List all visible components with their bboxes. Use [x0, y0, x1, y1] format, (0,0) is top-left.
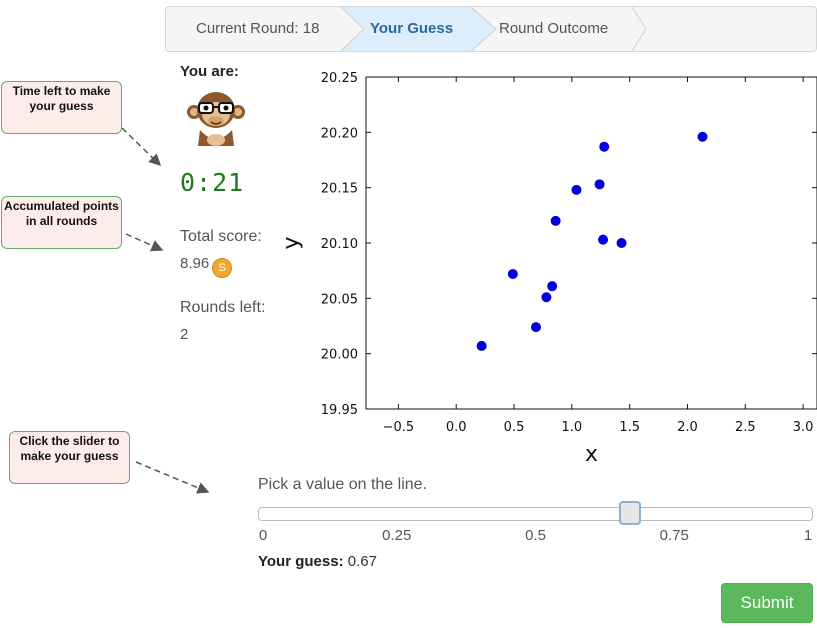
x-tick-label: −0.5: [383, 420, 415, 435]
breadcrumb-separator: [340, 7, 365, 51]
y-tick-label: 20.00: [321, 348, 358, 363]
x-tick-label: 2.5: [735, 420, 756, 435]
total-score: 8.96 S: [180, 255, 233, 278]
x-tick-label: 2.0: [677, 420, 698, 435]
x-axis-title: x: [585, 442, 598, 467]
data-point: [697, 131, 708, 142]
breadcrumb-your-guess: Your Guess: [370, 20, 454, 37]
your-guess: Your guess: 0.67: [258, 553, 377, 570]
breadcrumb-separator: [470, 7, 497, 51]
slider-tick-label: 0.75: [659, 527, 689, 544]
breadcrumb-arrows: [340, 7, 647, 51]
x-tick-label: 0.0: [446, 420, 467, 435]
data-point: [550, 215, 561, 226]
total-score-label: Total score:: [180, 228, 262, 245]
callout-slider-hint: Click the slider to make your guess: [9, 431, 130, 484]
slider-tick-label: 0: [258, 527, 268, 544]
data-point: [476, 340, 487, 351]
y-tick-label: 20.15: [321, 182, 358, 197]
slider-tick-label: 1: [803, 527, 813, 544]
data-point: [616, 238, 627, 248]
arrow-to-timer: [121, 127, 162, 167]
plot-frame: [365, 76, 817, 410]
y-tick-label: 20.25: [321, 71, 358, 86]
slider-tick-label: 0.25: [382, 527, 412, 544]
x-tick-label: 3.0: [793, 420, 814, 435]
y-tick-label: 20.10: [321, 237, 358, 252]
y-tick-label: 19.95: [321, 403, 358, 418]
scatter-chart: −0.5 0.0 0.5 1.0 1.5 2.0 2.5 3.0 19.95 20.00 20.05…: [280, 71, 817, 467]
slider-handle[interactable]: [619, 501, 641, 525]
breadcrumb-separator: [631, 7, 647, 51]
breadcrumb-round-outcome: Round Outcome: [499, 20, 609, 37]
breadcrumb-current-round: Current Round: 18: [196, 20, 320, 37]
x-tick-label: 1.5: [619, 420, 640, 435]
data-point: [507, 268, 518, 279]
monkey-with-glasses-icon: [187, 92, 245, 146]
data-point: [541, 292, 552, 303]
y-tick-label: 20.05: [321, 292, 358, 307]
coin-icon: S: [212, 258, 233, 278]
your-guess-value: 0.67: [347, 553, 377, 570]
y-tick-label: 20.20: [321, 126, 358, 141]
y-axis-title: y: [280, 236, 304, 249]
slider-prompt: Pick a value on the line.: [258, 476, 427, 493]
x-tick-label: 0.5: [504, 420, 525, 435]
rounds-left-value: 2: [180, 326, 189, 343]
submit-button[interactable]: Submit: [721, 583, 813, 623]
x-tick-label: 1.0: [561, 420, 582, 435]
callout-accumulated-points: Accumulated points in all rounds: [1, 196, 122, 249]
callout-time-left: Time left to make your guess: [1, 81, 122, 134]
total-score-value: 8.96: [180, 255, 210, 272]
you-are-label: You are:: [180, 63, 239, 80]
arrow-to-slider: [135, 461, 210, 494]
rounds-left-label: Rounds left:: [180, 299, 266, 316]
slider-track[interactable]: [258, 507, 813, 521]
breadcrumb: Current Round: 18 Your Guess Round Outco…: [165, 6, 817, 52]
data-point: [599, 141, 610, 152]
data-point: [530, 322, 541, 333]
data-point: [594, 179, 605, 190]
countdown-timer: 0:21: [180, 168, 245, 197]
your-guess-label: Your guess:: [258, 553, 344, 570]
data-point: [571, 184, 582, 195]
arrow-to-score: [125, 233, 164, 252]
data-point: [598, 234, 609, 245]
slider-tick-label: 0.5: [525, 527, 546, 544]
active-step-background: [341, 7, 496, 51]
data-point: [547, 281, 558, 292]
